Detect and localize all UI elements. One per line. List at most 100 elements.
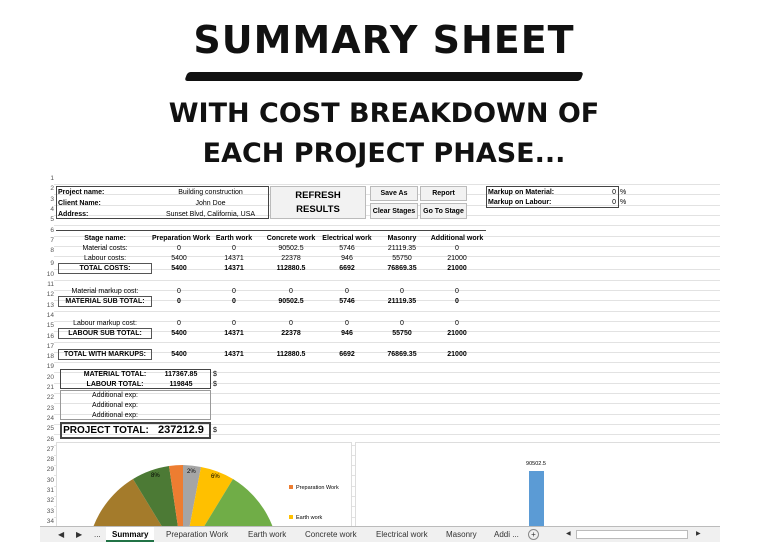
row-number[interactable]: 16 bbox=[46, 332, 54, 340]
legend-preparation: Preparation Work bbox=[296, 485, 339, 491]
row-number[interactable]: 19 bbox=[46, 363, 54, 371]
clear-stages-button[interactable]: Clear Stages bbox=[370, 203, 418, 219]
tab-concrete-work[interactable]: Concrete work bbox=[305, 530, 357, 539]
cost-pie-chart[interactable]: 8% 2% 6% Preparation Work Earth work bbox=[56, 442, 352, 526]
markup-material-value[interactable]: 0 bbox=[612, 189, 616, 196]
gridline bbox=[54, 320, 720, 322]
project-total-box bbox=[60, 422, 211, 439]
refresh-label-1: REFRESH bbox=[295, 189, 341, 201]
row-number[interactable]: 25 bbox=[46, 425, 54, 433]
row-number[interactable]: 31 bbox=[46, 487, 54, 494]
horizontal-scrollbar[interactable] bbox=[576, 530, 688, 539]
refresh-label-2: RESULTS bbox=[296, 203, 340, 215]
cost-bar-chart[interactable]: 90502.5 bbox=[355, 442, 720, 526]
banner: SUMMARY SHEET WITH COST BREAKDOWN OF EAC… bbox=[0, 0, 768, 172]
go-to-stage-button[interactable]: Go To Stage bbox=[420, 203, 467, 219]
additional-exp-1[interactable]: Additional exp: bbox=[92, 392, 138, 399]
address-value[interactable]: Sunset Blvd, California, USA bbox=[165, 211, 256, 218]
row-number[interactable]: 10 bbox=[46, 270, 54, 278]
markup-box bbox=[486, 186, 619, 208]
tab-earth-work[interactable]: Earth work bbox=[248, 530, 287, 539]
row-number[interactable]: 26 bbox=[46, 435, 54, 443]
row-number[interactable]: 17 bbox=[46, 342, 54, 350]
row-number[interactable]: 34 bbox=[46, 517, 54, 525]
row-number[interactable]: 14 bbox=[46, 311, 54, 319]
stage-cell: 5746 bbox=[339, 245, 355, 252]
additional-exp-2[interactable]: Additional exp: bbox=[92, 402, 138, 409]
report-button[interactable]: Report bbox=[420, 186, 467, 201]
row-number[interactable]: 2 bbox=[50, 185, 54, 193]
row-number[interactable]: 29 bbox=[46, 466, 54, 474]
tab-scroll-left-icon[interactable]: ◀ bbox=[58, 530, 65, 539]
row-number[interactable]: 30 bbox=[46, 476, 54, 484]
stage-cell: 112880.5 bbox=[276, 265, 306, 272]
hscroll-right-icon[interactable]: ▶ bbox=[696, 531, 701, 537]
tab-masonry[interactable]: Masonry bbox=[446, 530, 477, 539]
material-total-currency: $ bbox=[213, 371, 217, 378]
pie-slice-6 bbox=[204, 479, 273, 526]
hscroll-left-icon[interactable]: ◀ bbox=[566, 531, 571, 537]
row-number[interactable]: 33 bbox=[46, 507, 54, 515]
stage-cell: 55750 bbox=[392, 255, 412, 262]
stage-row-label: TOTAL COSTS: bbox=[58, 263, 152, 274]
project-name-value[interactable]: Building construction bbox=[178, 189, 243, 196]
banner-subtitle-line1: WITH COST BREAKDOWN OF bbox=[168, 98, 600, 129]
row-number[interactable]: 9 bbox=[50, 260, 54, 268]
row-number[interactable]: 32 bbox=[46, 497, 54, 505]
row-number[interactable]: 24 bbox=[46, 414, 54, 422]
tab-additional-work[interactable]: Addi ... bbox=[494, 530, 519, 539]
pie-label-1: 8% bbox=[151, 473, 160, 479]
refresh-results-button[interactable]: REFRESH RESULTS bbox=[270, 186, 366, 219]
stage-cell: 5400 bbox=[171, 351, 187, 358]
additional-exp-3[interactable]: Additional exp: bbox=[92, 412, 138, 419]
row-number[interactable]: 3 bbox=[50, 195, 54, 203]
stage-row-label: LABOUR SUB TOTAL: bbox=[58, 328, 152, 339]
row-number[interactable]: 1 bbox=[50, 175, 54, 182]
row-number[interactable]: 28 bbox=[46, 456, 54, 464]
material-total-value: 117367.85 bbox=[164, 371, 198, 378]
stage-column-header: Electrical work bbox=[322, 235, 372, 242]
row-number[interactable]: 11 bbox=[47, 281, 54, 288]
banner-subtitle-line2: EACH PROJECT PHASE... bbox=[202, 138, 566, 169]
row-number[interactable]: 20 bbox=[46, 373, 54, 381]
row-number[interactable]: 27 bbox=[46, 445, 54, 453]
gridline bbox=[54, 372, 720, 374]
stage-cell: 55750 bbox=[392, 330, 412, 337]
stage-cell: 0 bbox=[400, 288, 404, 295]
project-total-currency: $ bbox=[213, 427, 217, 434]
row-number[interactable]: 23 bbox=[46, 404, 54, 412]
save-as-button[interactable]: Save As bbox=[370, 186, 418, 201]
tab-electrical-work[interactable]: Electrical work bbox=[376, 530, 428, 539]
add-sheet-button[interactable]: + bbox=[528, 529, 539, 540]
row-number[interactable]: 21 bbox=[46, 384, 54, 391]
row-number[interactable]: 4 bbox=[50, 205, 54, 213]
row-number[interactable]: 12 bbox=[46, 291, 54, 299]
project-info-box bbox=[56, 186, 269, 219]
project-total-label: PROJECT TOTAL: bbox=[63, 425, 149, 436]
stage-cell: 76869.35 bbox=[387, 265, 417, 272]
row-number[interactable]: 5 bbox=[50, 216, 54, 224]
tab-preparation-work[interactable]: Preparation Work bbox=[166, 530, 229, 539]
tab-ellipsis[interactable]: ... bbox=[94, 530, 101, 539]
pie-slice-3 bbox=[183, 465, 201, 526]
gridline bbox=[54, 341, 720, 343]
row-number[interactable]: 7 bbox=[50, 236, 54, 244]
gridline bbox=[54, 423, 720, 425]
client-name-value[interactable]: John Doe bbox=[195, 200, 226, 207]
row-number[interactable]: 8 bbox=[50, 247, 54, 255]
pie-slice-preparation bbox=[169, 464, 183, 526]
row-number[interactable]: 22 bbox=[46, 394, 54, 402]
row-number[interactable]: 13 bbox=[46, 301, 54, 309]
labour-total-label: LABOUR TOTAL: bbox=[86, 381, 144, 388]
stage-cell: 0 bbox=[455, 288, 459, 295]
markup-labour-value[interactable]: 0 bbox=[612, 199, 616, 206]
tab-summary[interactable]: Summary bbox=[106, 527, 155, 542]
row-number[interactable]: 6 bbox=[50, 226, 54, 234]
row-number[interactable]: 18 bbox=[46, 353, 54, 361]
stage-row-label: Material costs: bbox=[82, 245, 128, 252]
tab-scroll-right-icon[interactable]: ▶ bbox=[76, 530, 83, 539]
row-number[interactable]: 15 bbox=[46, 322, 54, 330]
project-total-value: 237212.9 bbox=[158, 424, 204, 436]
stage-cell: 0 bbox=[177, 288, 181, 295]
legend-earth: Earth work bbox=[296, 515, 323, 521]
